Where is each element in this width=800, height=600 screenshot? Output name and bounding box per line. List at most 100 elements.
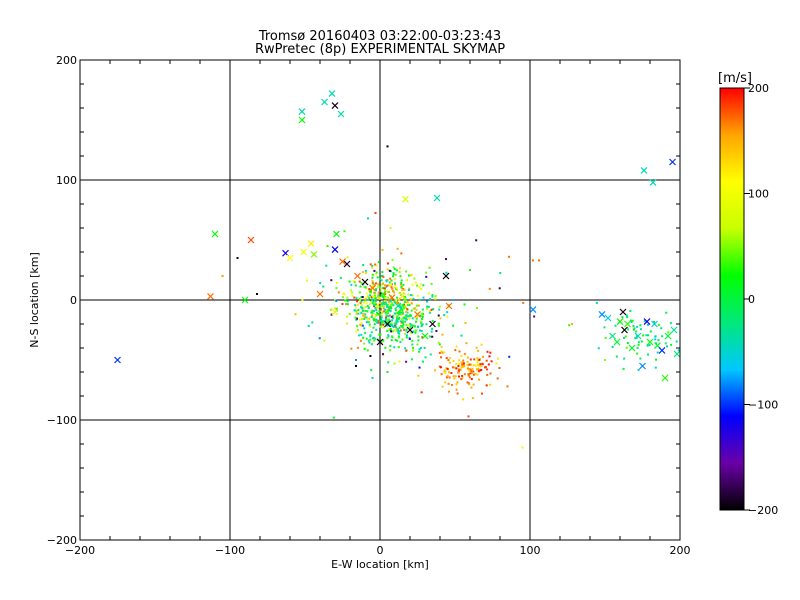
data-dot xyxy=(434,369,437,372)
data-dot xyxy=(409,325,412,328)
data-dot xyxy=(367,339,370,342)
data-dot xyxy=(373,309,376,312)
data-dot xyxy=(349,289,352,292)
data-dot xyxy=(652,321,655,324)
data-dot xyxy=(411,294,414,297)
data-dot xyxy=(372,312,375,315)
data-dot xyxy=(337,291,340,294)
data-dot xyxy=(416,294,419,297)
data-dot xyxy=(369,335,372,338)
data-dot xyxy=(381,295,384,298)
data-dot xyxy=(400,304,403,307)
data-dot xyxy=(648,343,651,346)
data-dot xyxy=(472,383,475,386)
data-dot xyxy=(384,322,387,325)
data-dot xyxy=(437,324,440,327)
data-dot xyxy=(398,304,401,307)
data-dot xyxy=(256,293,258,295)
data-dot xyxy=(375,273,378,276)
data-dot xyxy=(568,324,571,327)
data-dot xyxy=(623,337,626,340)
data-dot xyxy=(477,349,480,352)
data-dot xyxy=(438,343,441,346)
data-dot xyxy=(381,303,384,306)
data-dot xyxy=(343,293,346,296)
data-dot xyxy=(398,326,401,329)
data-dot xyxy=(354,304,357,307)
data-dot xyxy=(395,327,398,330)
data-dot xyxy=(476,373,479,376)
data-cross xyxy=(649,178,657,186)
data-dot xyxy=(379,325,382,328)
data-dot xyxy=(371,309,374,312)
data-dot xyxy=(440,345,443,348)
data-dot xyxy=(342,292,345,295)
data-dot xyxy=(400,321,403,324)
data-dot xyxy=(385,310,388,313)
data-dot xyxy=(445,376,448,379)
data-dot xyxy=(639,357,642,360)
data-dot xyxy=(346,296,349,299)
data-dot xyxy=(446,311,449,314)
data-dot xyxy=(392,273,395,276)
data-dot xyxy=(376,307,379,310)
data-dot xyxy=(404,320,407,323)
data-dot xyxy=(420,287,423,290)
data-dot xyxy=(404,347,407,350)
data-cross xyxy=(619,308,627,316)
data-dot xyxy=(404,306,407,309)
data-dot xyxy=(403,317,406,320)
data-dot xyxy=(402,325,405,328)
data-dot xyxy=(396,320,399,323)
data-dot xyxy=(521,446,524,449)
data-dot xyxy=(399,329,402,332)
data-dot xyxy=(367,298,370,301)
data-dot xyxy=(401,326,404,329)
data-dot xyxy=(385,303,388,306)
data-dot xyxy=(360,296,363,299)
data-dot xyxy=(469,269,471,271)
data-dot xyxy=(478,378,481,381)
colorbar-tick-label: −200 xyxy=(748,504,778,517)
data-dot xyxy=(386,324,389,327)
data-cross xyxy=(331,308,339,316)
data-cross xyxy=(604,314,612,322)
data-dot xyxy=(476,359,479,362)
data-dot xyxy=(405,324,408,327)
data-dot xyxy=(388,281,391,284)
data-dot xyxy=(395,299,398,302)
data-dot xyxy=(410,273,413,276)
data-dot xyxy=(604,337,607,340)
data-dot xyxy=(443,314,446,317)
data-dot xyxy=(421,336,424,339)
data-dot xyxy=(384,296,387,299)
data-dot xyxy=(363,347,366,350)
data-dot xyxy=(457,371,460,374)
data-dot xyxy=(386,336,389,339)
data-cross xyxy=(634,332,642,340)
data-dot xyxy=(377,333,380,336)
data-dot xyxy=(396,247,399,250)
data-dot xyxy=(421,323,424,326)
data-dot xyxy=(359,323,362,326)
data-dot xyxy=(372,337,375,340)
data-dot xyxy=(469,368,472,371)
data-dot xyxy=(408,337,411,340)
data-dot xyxy=(380,341,383,344)
data-dot xyxy=(445,367,448,370)
data-dot xyxy=(407,274,410,277)
data-dot xyxy=(353,296,356,299)
data-cross xyxy=(310,250,318,258)
data-dot xyxy=(499,271,502,274)
data-dot xyxy=(384,293,387,296)
data-dot xyxy=(372,283,375,286)
data-dot xyxy=(421,308,424,311)
data-dot xyxy=(361,310,364,313)
data-dot xyxy=(622,367,625,370)
data-cross xyxy=(661,374,669,382)
data-dot xyxy=(371,302,374,305)
data-dot xyxy=(351,294,354,297)
data-dot xyxy=(370,294,373,297)
data-dot xyxy=(438,365,441,368)
data-dot xyxy=(346,256,349,259)
